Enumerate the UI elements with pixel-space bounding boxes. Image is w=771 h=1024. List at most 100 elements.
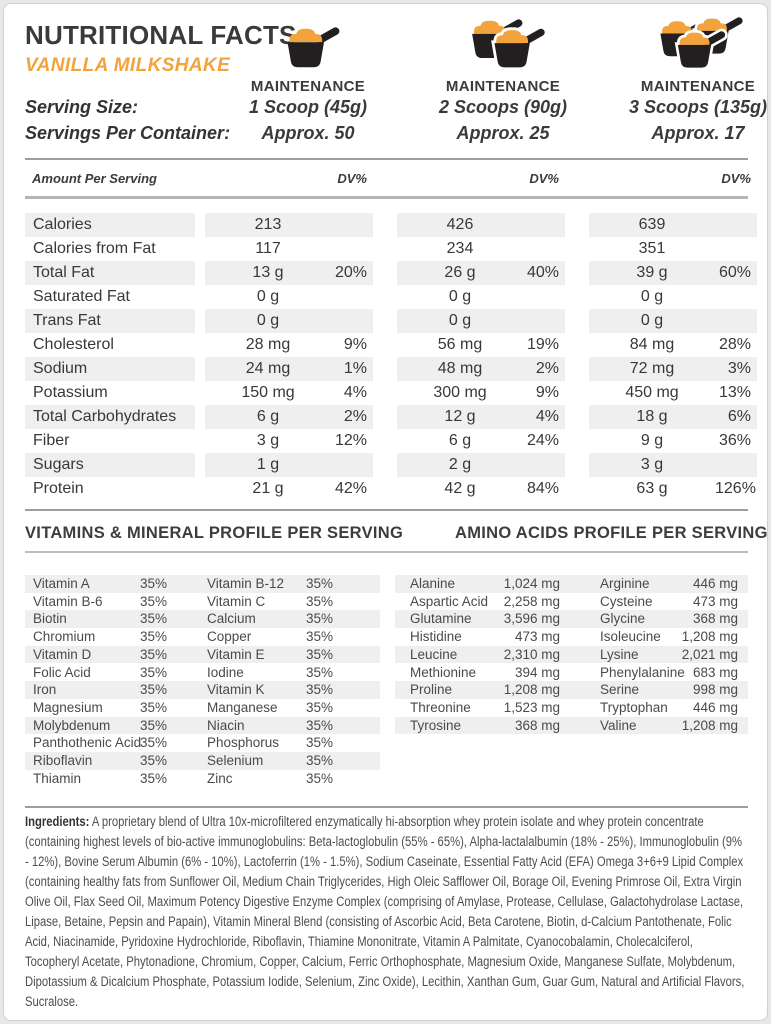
nutrient-amount: 1 g bbox=[256, 456, 280, 473]
item-value: 998 mg bbox=[692, 682, 738, 698]
nutrient-values: 39 g 60% bbox=[589, 261, 757, 285]
amino-acid-row: Alanine 1,024 mg Arginine 446 mg bbox=[395, 575, 748, 593]
item-value: 1,208 mg bbox=[681, 629, 738, 645]
item-name: Aspartic Acid bbox=[410, 593, 489, 609]
amino-acid-row: Leucine 2,310 mg Lysine 2,021 mg bbox=[395, 645, 748, 664]
item-name: Vitamin B-12 bbox=[207, 576, 285, 591]
nutrient-values: 234 bbox=[397, 237, 565, 261]
nutrient-dv: 13% bbox=[718, 384, 751, 401]
item-value: 368 mg bbox=[514, 717, 560, 733]
nutrient-amount: 48 mg bbox=[437, 360, 483, 377]
nutrition-row: Sugars 1 g 2 g 3 g bbox=[0, 453, 771, 477]
item-value: 35% bbox=[139, 770, 167, 786]
nutrient-name: Calories from Fat bbox=[33, 240, 156, 257]
item-name: Molybdenum bbox=[33, 717, 111, 733]
nutrient-values: 150 mg 4% bbox=[205, 381, 373, 405]
nutrient-values: 84 mg 28% bbox=[589, 333, 757, 357]
ingredients-paragraph: Ingredients: A proprietary blend of Ultr… bbox=[25, 812, 748, 1012]
item-name: Serine bbox=[600, 682, 640, 698]
item-name: Vitamin D bbox=[33, 646, 92, 662]
item-name: Iodine bbox=[207, 664, 244, 680]
serving-size-value: 2 Scoops (90g) bbox=[438, 97, 568, 117]
nutrient-values: 426 bbox=[397, 213, 565, 237]
nutrient-amount: 351 bbox=[638, 240, 666, 257]
nutrient-values: 63 g 126% bbox=[589, 477, 757, 501]
servings-per-container-value: Approx. 25 bbox=[456, 123, 550, 143]
amino-acid-row: Aspartic Acid 2,258 mg Cysteine 473 mg bbox=[395, 593, 748, 611]
item-name: Histidine bbox=[410, 629, 462, 645]
nutrition-row: Cholesterol 28 mg 9% 56 mg 19% 84 mg 28% bbox=[0, 333, 771, 357]
item-name: Tyrosine bbox=[410, 717, 462, 733]
item-value: 473 mg bbox=[692, 593, 738, 609]
nutrient-dv: 28% bbox=[718, 336, 751, 353]
nutrient-amount: 72 mg bbox=[629, 360, 675, 377]
plan-label: MAINTENANCE bbox=[445, 78, 561, 95]
nutrient-dv: 2% bbox=[343, 408, 367, 425]
vitamin-row: Folic Acid 35% Iodine 35% bbox=[25, 664, 380, 682]
scoop-icon-2x bbox=[408, 10, 598, 72]
nutrition-row: Total Carbohydrates 6 g 2% 12 g 4% 18 g 6% bbox=[0, 405, 771, 429]
amount-per-serving-header: Amount Per Serving bbox=[32, 171, 157, 186]
ingredients-label: Ingredients: bbox=[25, 814, 90, 829]
serving-size-value: 1 Scoop (45g) bbox=[248, 97, 368, 117]
nutrient-values: 351 bbox=[589, 237, 757, 261]
nutrient-dv: 60% bbox=[718, 264, 751, 281]
item-value: 35% bbox=[305, 593, 333, 609]
item-value: 35% bbox=[305, 611, 333, 627]
vitamin-row: Riboflavin 35% Selenium 35% bbox=[25, 752, 380, 770]
item-name: Lysine bbox=[600, 646, 639, 662]
item-name: Magnesium bbox=[33, 699, 103, 715]
nutrient-values: 117 bbox=[205, 237, 373, 261]
item-value: 2,021 mg bbox=[681, 646, 738, 662]
nutrient-amount: 0 g bbox=[256, 312, 280, 329]
nutrient-dv: 9% bbox=[343, 336, 367, 353]
item-value: 2,258 mg bbox=[503, 593, 560, 609]
item-value: 35% bbox=[139, 735, 167, 751]
nutrient-values: 21 g 42% bbox=[205, 477, 373, 501]
page-subtitle: VANILLA MILKSHAKE bbox=[25, 55, 231, 76]
vitamin-row: Chromium 35% Copper 35% bbox=[25, 628, 380, 646]
item-value: 35% bbox=[305, 629, 333, 645]
plan-label: MAINTENANCE bbox=[250, 78, 366, 95]
vitamin-row: Panthothenic Acid 35% Phosphorus 35% bbox=[25, 734, 380, 752]
nutrition-row: Saturated Fat 0 g 0 g 0 g bbox=[0, 285, 771, 309]
nutrient-name: Potassium bbox=[33, 384, 108, 401]
nutrient-name: Saturated Fat bbox=[33, 288, 130, 305]
item-value: 394 mg bbox=[514, 664, 560, 680]
nutrient-dv: 126% bbox=[715, 480, 756, 497]
nutrition-row: Potassium 150 mg 4% 300 mg 9% 450 mg 13% bbox=[0, 381, 771, 405]
nutrient-amount: 0 g bbox=[640, 312, 664, 329]
nutrient-dv: 12% bbox=[334, 432, 367, 449]
nutrient-name: Total Carbohydrates bbox=[25, 405, 195, 429]
nutrient-amount: 12 g bbox=[444, 408, 476, 425]
nutrient-amount: 21 g bbox=[252, 480, 284, 497]
item-name: Chromium bbox=[33, 629, 96, 645]
divider bbox=[25, 551, 748, 553]
nutrient-values: 1 g bbox=[205, 453, 373, 477]
item-value: 3,596 mg bbox=[503, 611, 560, 627]
amino-acid-row: Threonine 1,523 mg Tryptophan 446 mg bbox=[395, 699, 748, 717]
nutrient-amount: 39 g bbox=[636, 264, 668, 281]
nutrient-amount: 6 g bbox=[448, 432, 472, 449]
nutrient-dv: 9% bbox=[535, 384, 559, 401]
nutrient-values: 0 g bbox=[205, 309, 373, 333]
nutrient-values: 0 g bbox=[589, 285, 757, 309]
divider bbox=[25, 509, 748, 511]
nutrient-values: 6 g 2% bbox=[205, 405, 373, 429]
item-value: 683 mg bbox=[692, 664, 738, 680]
nutrient-amount: 18 g bbox=[636, 408, 668, 425]
serving-size-label: Serving Size: bbox=[25, 97, 139, 117]
item-value: 35% bbox=[139, 699, 167, 715]
nutrition-row: Fiber 3 g 12% 6 g 24% 9 g 36% bbox=[0, 429, 771, 453]
nutrient-amount: 639 bbox=[638, 216, 666, 233]
nutrient-values: 26 g 40% bbox=[397, 261, 565, 285]
item-name: Glutamine bbox=[410, 611, 472, 627]
vitamin-row: Thiamin 35% Zinc 35% bbox=[25, 770, 380, 788]
item-value: 35% bbox=[305, 576, 333, 591]
nutrient-name: Trans Fat bbox=[25, 309, 195, 333]
item-name: Glycine bbox=[600, 611, 646, 627]
nutrient-values: 42 g 84% bbox=[397, 477, 565, 501]
nutrient-amount: 56 mg bbox=[437, 336, 483, 353]
nutrient-name: Fiber bbox=[33, 432, 70, 449]
item-name: Manganese bbox=[207, 699, 278, 715]
